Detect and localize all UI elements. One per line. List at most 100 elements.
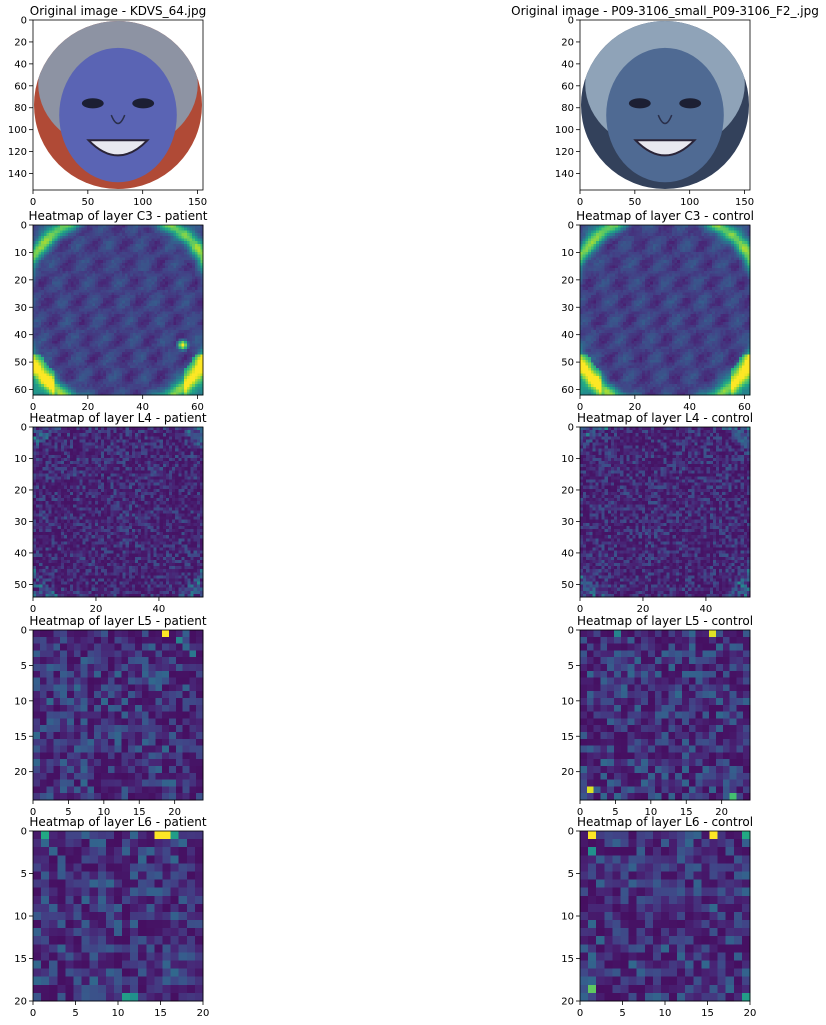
heatmap-cell: [637, 252, 640, 255]
heatmap-cell: [629, 244, 632, 247]
heatmap-cell: [723, 241, 726, 244]
heatmap-cell: [157, 314, 160, 317]
heatmap-cell: [138, 274, 141, 277]
heatmap-cell: [76, 325, 79, 328]
heatmap-cell: [184, 282, 187, 285]
heatmap-cell: [626, 257, 629, 260]
heatmap-cell: [36, 376, 39, 379]
heatmap-cell: [82, 330, 85, 333]
heatmap-cell: [190, 279, 193, 282]
heatmap-cell: [63, 357, 66, 360]
heatmap-cell: [165, 233, 168, 236]
heatmap-cell: [728, 236, 731, 239]
heatmap-cell: [41, 322, 44, 325]
heatmap-cell: [122, 376, 125, 379]
heatmap-cell: [63, 344, 66, 347]
heatmap-cell: [90, 287, 93, 290]
heatmap-cell: [642, 263, 645, 266]
heatmap-cell: [141, 292, 144, 295]
heatmap-cell: [192, 371, 195, 374]
heatmap-cell: [73, 301, 76, 304]
heatmap-cell: [100, 244, 103, 247]
heatmap-cell: [133, 295, 136, 298]
heatmap-cell: [119, 349, 122, 352]
heatmap-cell: [33, 387, 36, 390]
heatmap-cell: [163, 355, 166, 358]
heatmap-cell: [141, 309, 144, 312]
heatmap-cell: [168, 268, 171, 271]
heatmap-cell: [144, 252, 147, 255]
heatmap-cell: [187, 238, 190, 241]
heatmap-cell: [95, 336, 98, 339]
heatmap-cell: [33, 252, 36, 255]
heatmap-cell: [704, 252, 707, 255]
heatmap-cell: [122, 268, 125, 271]
heatmap-cell: [181, 319, 184, 322]
heatmap-cell: [100, 373, 103, 376]
heatmap-cell: [98, 346, 101, 349]
heatmap-cell: [52, 376, 55, 379]
heatmap-cell: [723, 236, 726, 239]
heatmap-cell: [588, 244, 591, 247]
heatmap-cell: [63, 241, 66, 244]
heatmap-cell: [117, 230, 120, 233]
heatmap-cell: [173, 303, 176, 306]
heatmap-cell: [192, 303, 195, 306]
heatmap-cell: [192, 317, 195, 320]
heatmap-cell: [612, 238, 615, 241]
heatmap-cell: [98, 314, 101, 317]
heatmap-cell: [92, 228, 95, 231]
heatmap-cell: [73, 344, 76, 347]
heatmap-cell: [98, 303, 101, 306]
heatmap-cell: [680, 241, 683, 244]
heatmap-cell: [187, 282, 190, 285]
heatmap-cell: [152, 252, 155, 255]
heatmap-cell: [144, 387, 147, 390]
heatmap-cell: [138, 255, 141, 258]
heatmap-cell: [65, 387, 68, 390]
heatmap-cell: [168, 352, 171, 355]
heatmap-cell: [157, 244, 160, 247]
heatmap-cell: [141, 373, 144, 376]
heatmap-cell: [100, 384, 103, 387]
heatmap-cell: [68, 355, 71, 358]
heatmap-cell: [152, 336, 155, 339]
heatmap-cell: [55, 346, 58, 349]
heatmap-cell: [642, 238, 645, 241]
heatmap-cell: [57, 363, 60, 366]
heatmap-cell: [591, 225, 594, 228]
heatmap-cell: [38, 387, 41, 390]
heatmap-cell: [192, 368, 195, 371]
heatmap-cell: [87, 387, 90, 390]
heatmap-cell: [33, 249, 36, 252]
heatmap-cell: [44, 247, 47, 250]
heatmap-cell: [76, 379, 79, 382]
heatmap-cell: [171, 295, 174, 298]
heatmap-cell: [38, 287, 41, 290]
heatmap-cell: [650, 263, 653, 266]
heatmap-cell: [82, 341, 85, 344]
heatmap-cell: [165, 382, 168, 385]
heatmap-cell: [179, 247, 182, 250]
heatmap-cell: [82, 284, 85, 287]
heatmap-cell: [154, 322, 157, 325]
heatmap-cell: [84, 244, 87, 247]
heatmap-cell: [114, 328, 117, 331]
heatmap-cell: [95, 228, 98, 231]
heatmap-cell: [198, 387, 201, 390]
heatmap-cell: [198, 365, 201, 368]
heatmap-cell: [181, 257, 184, 260]
heatmap-cell: [76, 265, 79, 268]
heatmap-cell: [60, 303, 63, 306]
heatmap-cell: [192, 333, 195, 336]
heatmap-cell: [728, 230, 731, 233]
heatmap-cell: [49, 363, 52, 366]
heatmap-cell: [602, 236, 605, 239]
heatmap-cell: [46, 274, 49, 277]
heatmap-cell: [65, 363, 68, 366]
heatmap-cell: [117, 390, 120, 393]
heatmap-cell: [136, 295, 139, 298]
heatmap-cell: [65, 373, 68, 376]
heatmap-cell: [52, 298, 55, 301]
heatmap-cell: [141, 238, 144, 241]
